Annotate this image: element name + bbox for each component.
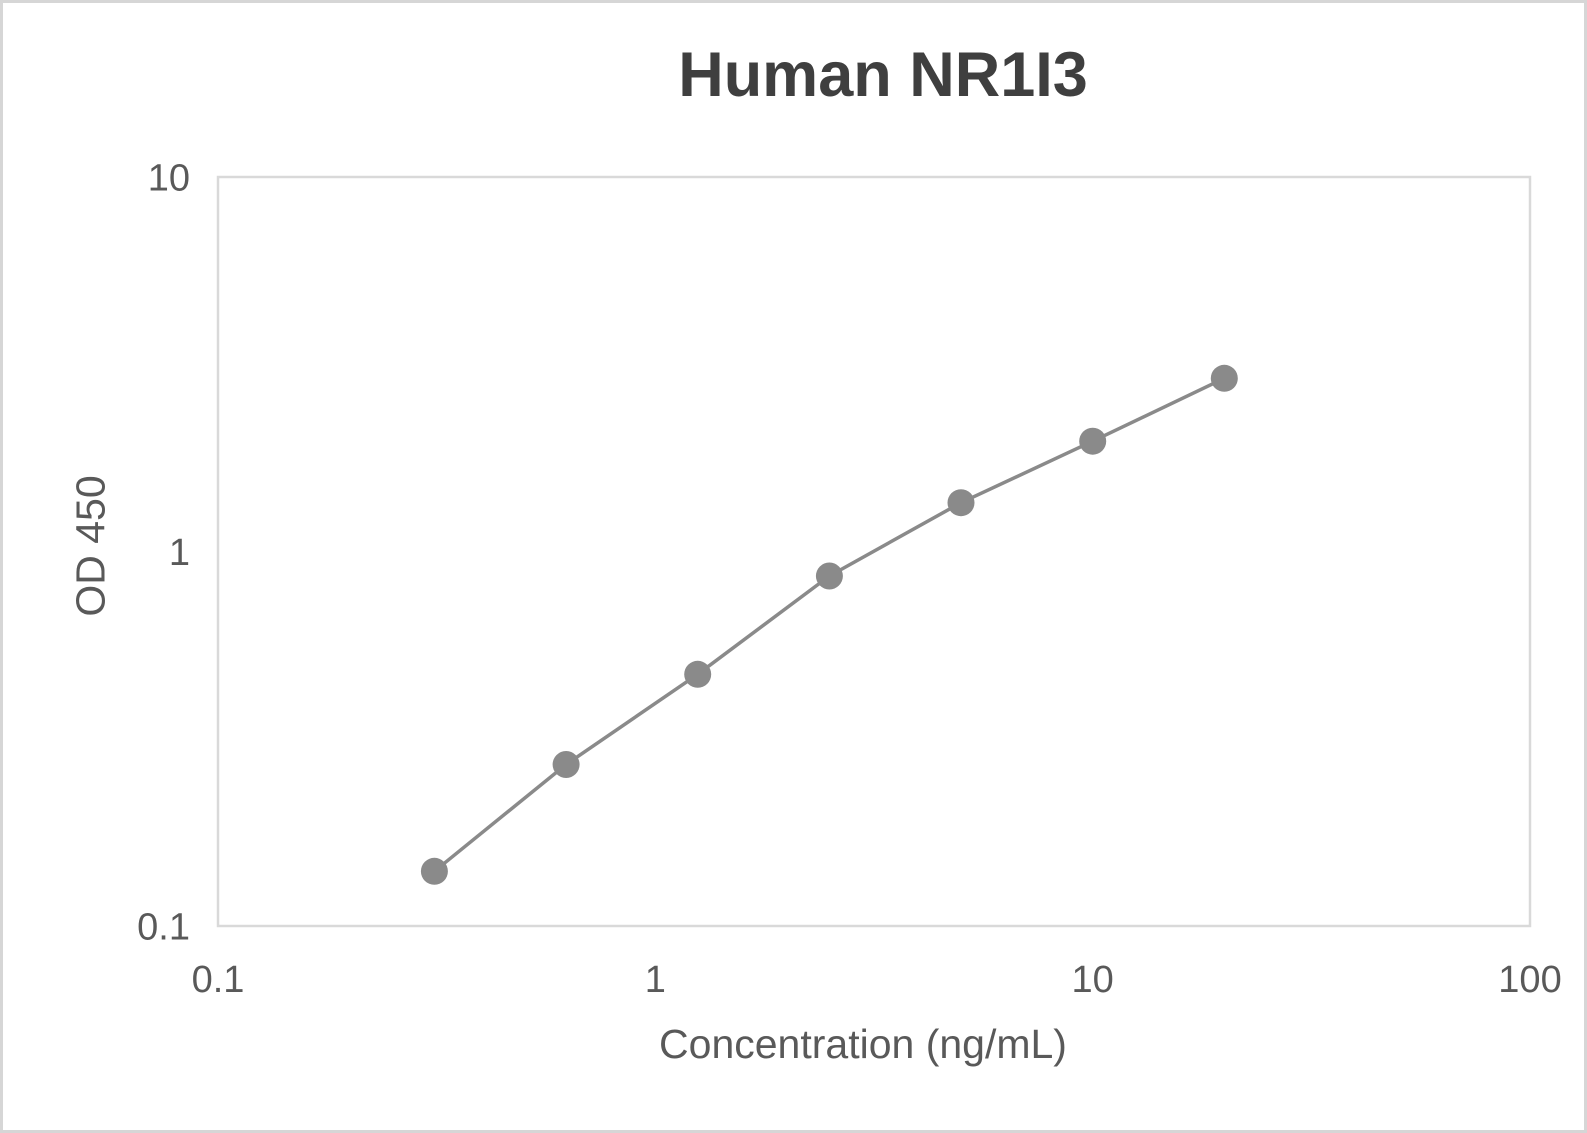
x-tick-label: 100 (1498, 959, 1561, 1001)
data-point (1210, 364, 1238, 392)
y-tick-label: 10 (148, 158, 190, 200)
x-tick-label: 1 (645, 959, 666, 1001)
plot-border (216, 175, 1532, 928)
chart-title: Human NR1I3 (678, 40, 1088, 110)
data-point (552, 751, 580, 778)
x-axis-title: Concentration (ng/mL) (659, 1021, 1067, 1067)
data-point (815, 562, 843, 590)
y-tick-label: 1 (169, 532, 190, 574)
curve-line (432, 376, 1227, 874)
data-point (947, 489, 975, 517)
y-tick-label: 0.1 (137, 907, 190, 949)
x-tick-label: 0.1 (192, 959, 245, 1001)
data-point (420, 857, 448, 885)
data-point (1079, 427, 1107, 455)
data-point (684, 660, 712, 688)
plot-area: 0.1 1 10 0.1 1 10 100 (137, 158, 1562, 1002)
x-tick-label: 10 (1072, 959, 1114, 1001)
